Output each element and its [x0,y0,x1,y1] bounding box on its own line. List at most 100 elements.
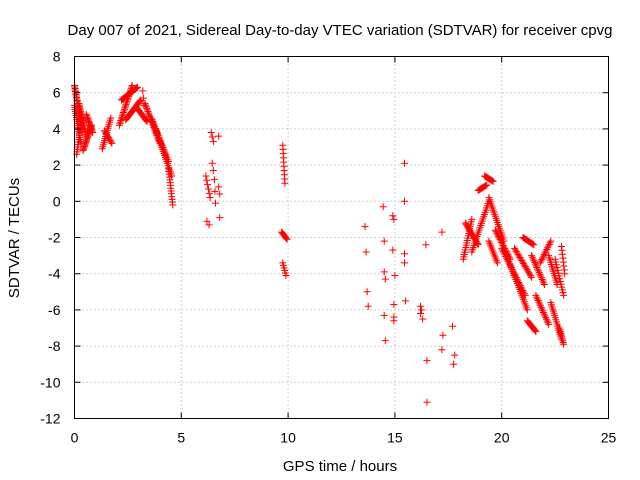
data-point [389,212,397,220]
data-point [390,300,398,308]
data-point [541,249,549,257]
data-point [402,297,410,305]
data-point [207,129,215,137]
data-point [545,240,553,248]
data-point [439,331,447,339]
data-point [381,275,389,283]
data-point [147,114,155,122]
data-point [282,272,290,280]
data-point [520,261,528,269]
data-point [533,295,541,303]
x-tick-label: 25 [601,430,617,446]
data-point [520,260,528,268]
data-point [493,259,501,267]
data-point [536,302,544,310]
chart-title: Day 007 of 2021, Sidereal Day-to-day VTE… [68,22,613,39]
data-point [533,264,541,272]
data-point [282,234,290,242]
data-point [438,228,446,236]
data-point [528,252,536,260]
data-point [390,215,398,223]
data-point [537,272,545,280]
data-point [202,172,210,180]
data-point [498,240,506,248]
data-point [538,255,546,263]
data-point [498,244,506,252]
data-point [522,264,530,272]
data-point [540,279,548,287]
data-point [380,237,388,245]
data-point [117,117,125,125]
y-tick-label: -4 [48,266,61,282]
data-point [537,274,545,282]
data-point [122,101,130,109]
data-point [491,226,499,234]
data-point [145,109,153,117]
data-point [380,268,388,276]
y-tick-label: -12 [40,411,60,427]
x-axis-label: GPS time / hours [283,458,397,475]
data-point [380,311,388,319]
y-axis-label: SDTVAR / TECUs [6,178,23,298]
data-point [531,327,539,335]
x-tick-label: 15 [387,430,403,446]
data-point [535,269,543,277]
data-point [390,317,398,325]
data-point [148,116,156,124]
data-point [534,267,542,275]
data-point [492,228,500,236]
data-point [530,241,538,249]
data-point [211,187,219,195]
data-point [121,104,129,112]
y-tick-label: -2 [48,230,61,246]
data-point [529,240,537,248]
data-point [536,270,544,278]
data-point [208,133,216,141]
data-point [206,194,214,202]
data-point [419,315,427,323]
data-point [539,277,547,285]
data-point [401,259,409,267]
ticks-layer: 0 5 10 15 20 25 -12 -10 -8 -6 -4 -2 0 2 4 6 8 [40,49,616,446]
data-point [450,360,458,368]
data-point [515,252,523,260]
y-tick-label: 4 [53,121,61,137]
data-point [364,302,372,310]
data-point [499,242,507,250]
data-point [523,306,531,314]
data-point [216,190,224,198]
data-point [438,346,446,354]
data-point [141,100,149,108]
x-tick-label: 5 [177,430,185,446]
x-tick-label: 10 [280,430,296,446]
data-point [530,257,538,265]
data-point [529,255,537,263]
data-point [205,189,213,197]
y-tick-label: 6 [53,85,61,101]
data-point [401,197,409,205]
data-point [119,109,127,117]
data-point [540,310,548,318]
data-point [497,237,505,245]
data-point [517,255,525,263]
data-point [123,99,131,107]
data-point [511,244,519,252]
data-point [542,315,550,323]
data-point [532,291,540,299]
data-point [542,247,550,255]
data-point [89,129,97,137]
data-point [401,159,409,167]
data-point [209,138,217,146]
data-point [142,117,150,125]
data-point [518,257,526,265]
data-point [134,83,142,91]
data-point [544,244,552,252]
data-point [496,235,504,243]
data-point [544,319,552,327]
data-point [150,121,158,129]
data-point [544,242,552,250]
data-point [133,84,141,92]
data-point [539,308,547,316]
data-point [209,167,217,175]
data-point [535,298,543,306]
